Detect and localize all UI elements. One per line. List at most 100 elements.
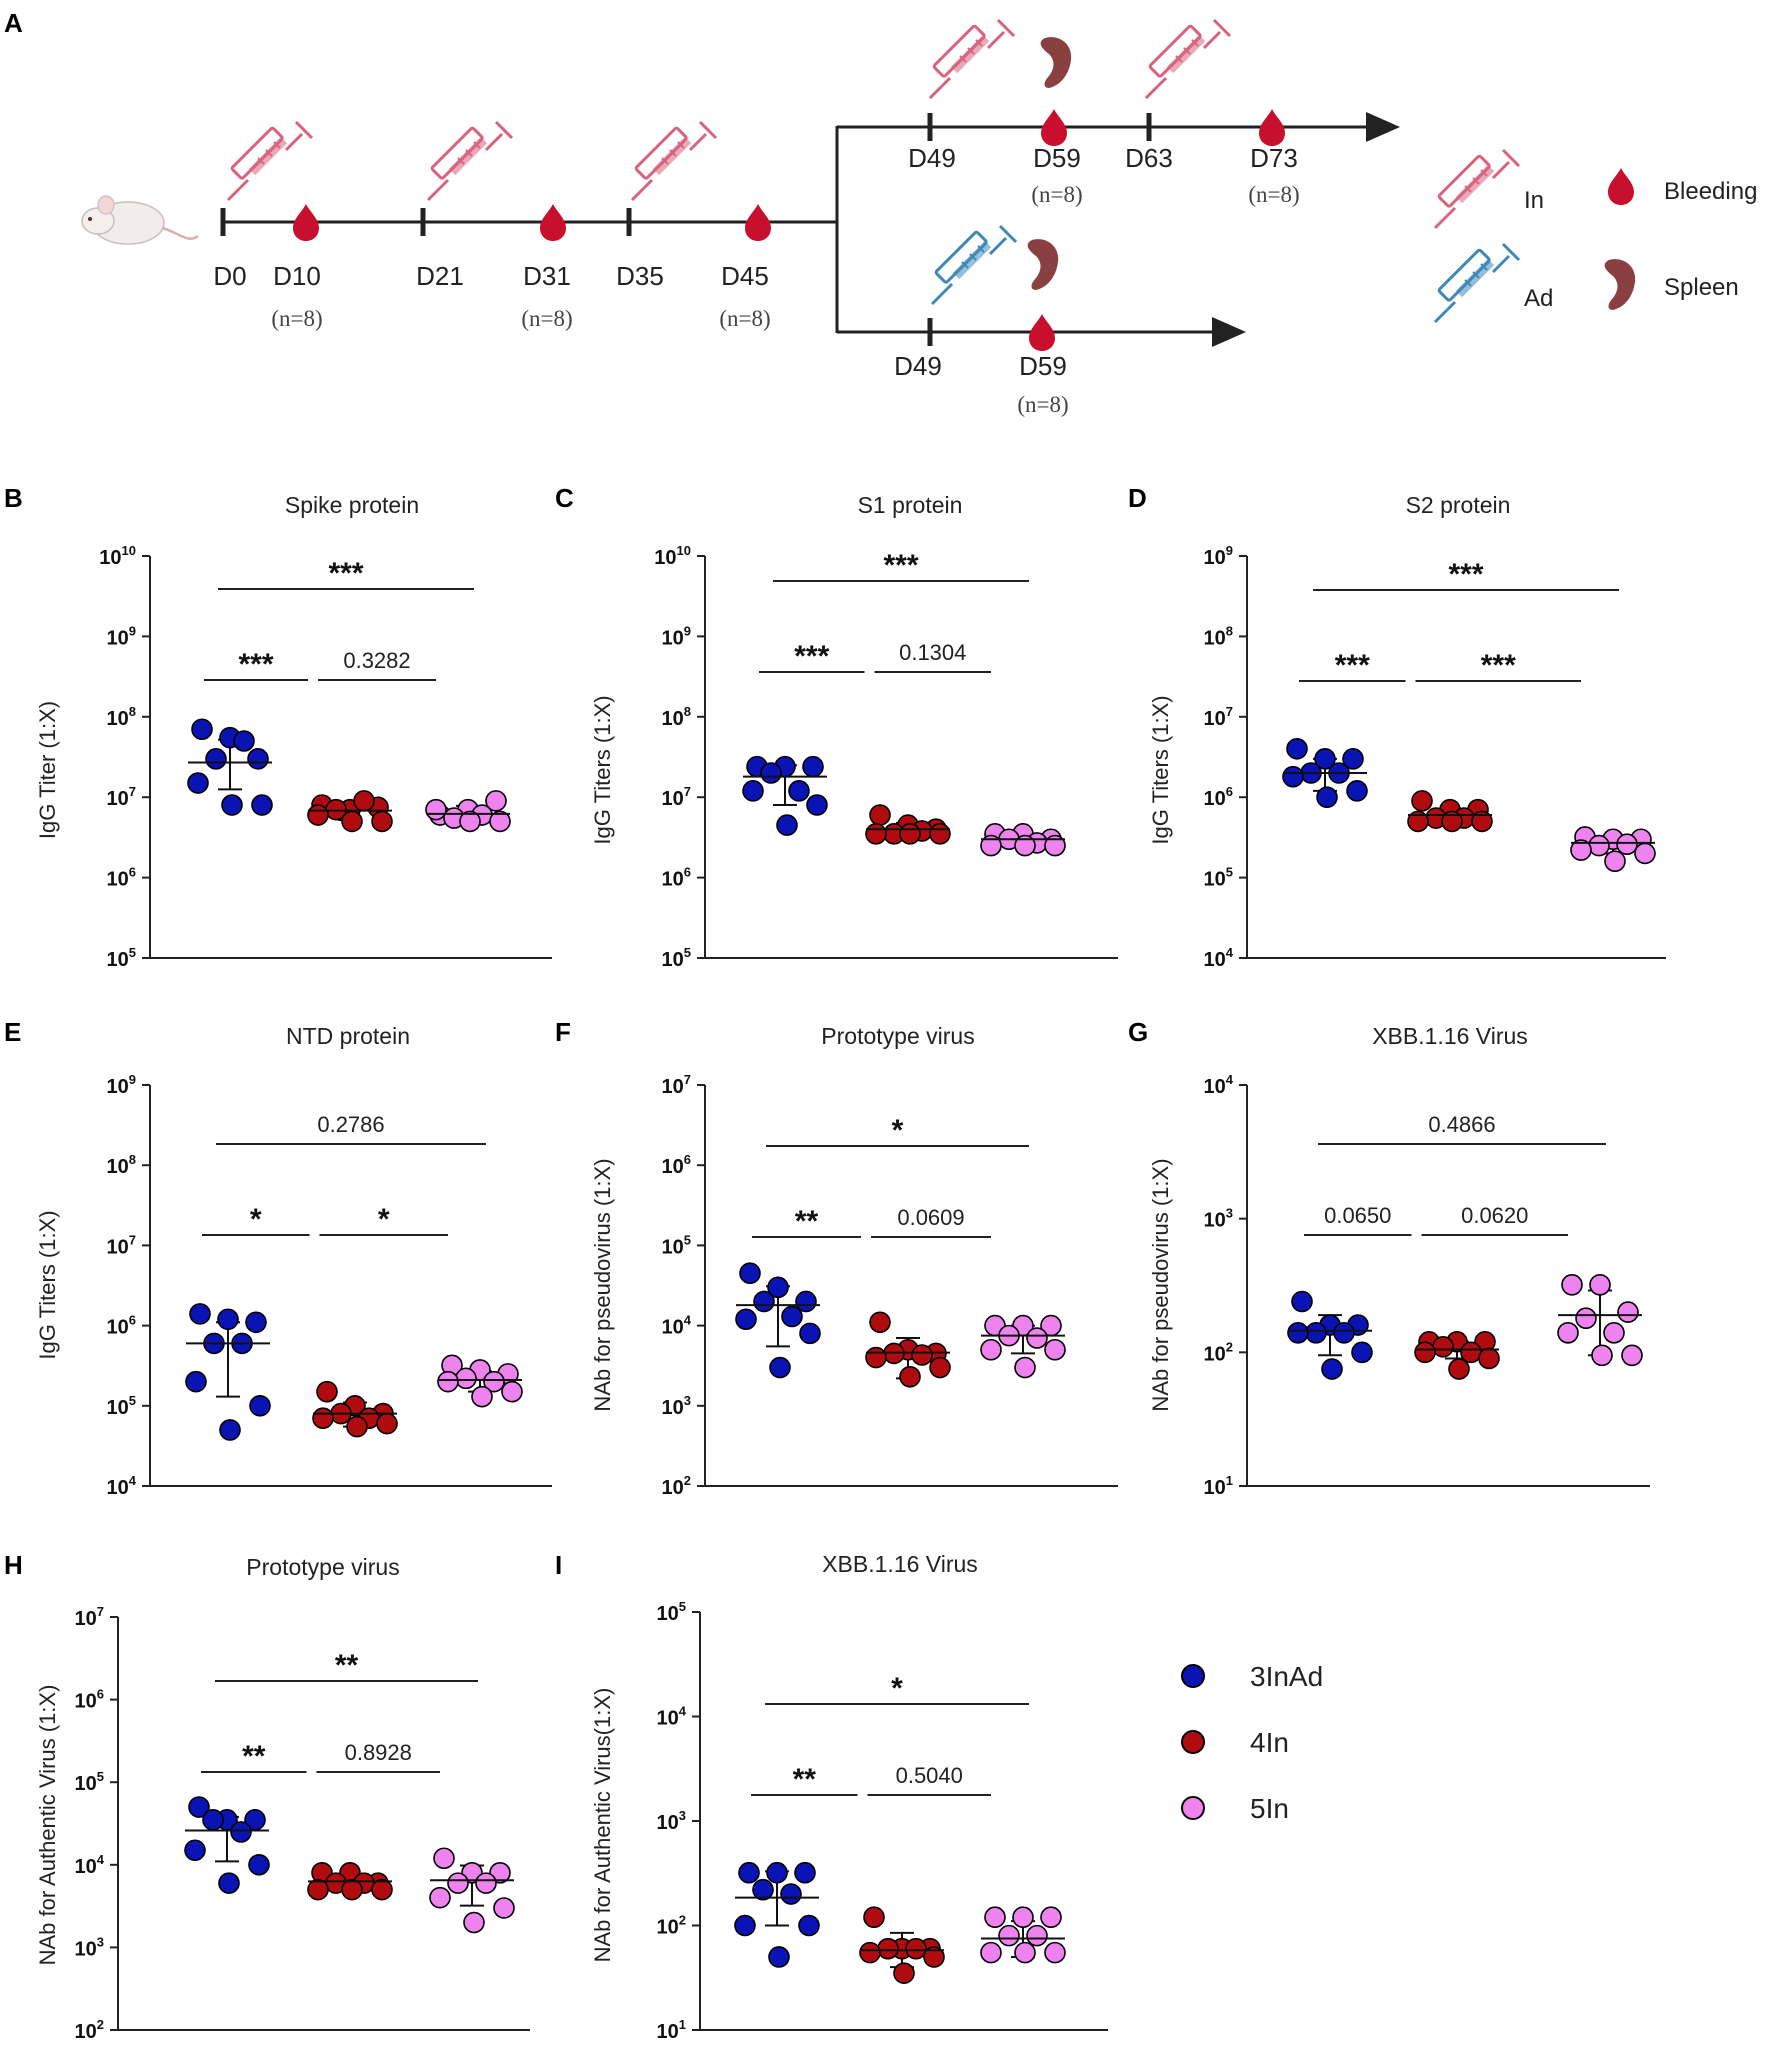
data-point — [738, 1861, 760, 1884]
y-axis-label: NAb for Authentic Virus(1:X) — [590, 1688, 615, 1963]
y-tick-label: 101 — [657, 2017, 686, 2043]
bleeding-icon — [540, 204, 566, 241]
y-tick-label: 103 — [662, 1393, 691, 1419]
data-point — [221, 794, 243, 816]
data-point — [1570, 839, 1592, 861]
data-point — [1575, 1307, 1597, 1330]
data-point — [905, 1937, 927, 1960]
y-axis-label: NAb for pseudovirus (1:X) — [1148, 1158, 1173, 1411]
legend-marker-5in — [1181, 1796, 1205, 1820]
data-point — [1333, 1322, 1355, 1344]
syringe-ad-icon — [932, 226, 1016, 304]
data-point — [376, 1412, 398, 1435]
chart-panel-h: H Prototype virus 102 103 104 105 106 107 NAb fo… — [4, 1550, 530, 2043]
data-point — [341, 810, 363, 833]
data-point — [459, 810, 481, 833]
data-point — [1014, 834, 1036, 857]
data-point — [312, 1407, 334, 1430]
spleen-icon — [1027, 239, 1059, 290]
data-point — [219, 1419, 241, 1441]
day-label: D35 — [616, 261, 664, 291]
chart-title: Spike protein — [285, 492, 419, 518]
comparison-label: ** — [795, 1205, 819, 1238]
data-point — [1411, 790, 1433, 812]
data-point — [753, 1290, 775, 1313]
y-tick-label: 107 — [107, 784, 136, 810]
data-point — [1014, 1356, 1036, 1379]
lower-arrowhead — [1212, 317, 1246, 347]
y-tick-label: 104 — [107, 1473, 137, 1499]
n-label: (n=8) — [271, 306, 322, 331]
data-point — [489, 810, 511, 833]
data-point — [1287, 1322, 1309, 1344]
group-legend: 3InAd 4In 5In — [1181, 1661, 1323, 1824]
bleeding-icon — [1029, 314, 1055, 351]
data-point — [1014, 1941, 1036, 1964]
data-point — [869, 1311, 891, 1334]
legend-syringe-ad-icon — [1435, 244, 1519, 322]
data-point — [189, 1303, 211, 1325]
syringe-in-icon — [228, 122, 312, 200]
panel-label: B — [4, 483, 23, 513]
data-point — [185, 1370, 207, 1393]
data-point — [1591, 1344, 1613, 1367]
y-tick-label: 106 — [75, 1687, 104, 1713]
comparison-label: *** — [1481, 649, 1516, 682]
data-point — [463, 1911, 485, 1934]
syringe-in-icon — [632, 122, 716, 200]
legend-marker-3inad — [1181, 1664, 1205, 1688]
y-axis-label: NAb for pseudovirus (1:X) — [590, 1158, 615, 1411]
data-point — [1316, 786, 1338, 809]
y-tick-label: 1010 — [99, 543, 136, 569]
panel-label: C — [555, 483, 574, 513]
upper-arrowhead — [1366, 112, 1400, 142]
data-point — [795, 1290, 817, 1313]
data-point — [865, 823, 887, 845]
data-point — [1012, 1906, 1034, 1929]
data-point — [353, 790, 375, 812]
day-label: D45 — [721, 261, 769, 291]
y-axis-label: IgG Titers (1:X) — [35, 1210, 60, 1359]
data-point — [1441, 810, 1463, 833]
comparison-label: 0.0650 — [1324, 1203, 1391, 1228]
day-label: D0 — [213, 261, 246, 291]
y-tick-label: 102 — [1204, 1339, 1233, 1365]
y-tick-label: 109 — [1204, 543, 1233, 569]
y-tick-label: 104 — [657, 1704, 687, 1730]
syringe-in-icon — [1146, 20, 1230, 98]
comparison-label: * — [892, 1114, 904, 1147]
comparison-label: *** — [238, 648, 273, 681]
data-point — [187, 772, 209, 794]
chart-panel-c: C S1 protein 105 106 107 108 109 1010 IgG Titers… — [555, 483, 1118, 971]
legend-spleen-label: Spleen — [1664, 274, 1739, 301]
legend-in-label: In — [1524, 187, 1544, 214]
panel-a-timeline: A — [4, 8, 1757, 417]
chart-title: Prototype virus — [821, 1023, 974, 1049]
data-point — [735, 1308, 757, 1331]
y-tick-label: 107 — [1204, 704, 1233, 730]
prime-day-labels: D0 D10 (n=8) D21 D31 (n=8) D35 D45 (n=8) — [213, 261, 770, 331]
y-tick-label: 105 — [662, 945, 691, 971]
data-point — [493, 1897, 515, 1919]
data-point — [184, 1839, 206, 1862]
y-tick-label: 102 — [75, 2017, 104, 2043]
panel-label: I — [555, 1550, 562, 1580]
legend-ad-label: Ad — [1524, 285, 1553, 312]
data-point — [188, 1796, 210, 1818]
syringe-in-icon — [930, 20, 1014, 98]
legend-spleen-icon — [1604, 259, 1636, 310]
comparison-label: *** — [1335, 649, 1370, 682]
panel-label-a: A — [4, 8, 23, 38]
data-point — [1617, 1301, 1639, 1323]
comparison-label: *** — [794, 640, 829, 673]
y-tick-label: 104 — [75, 1852, 105, 1878]
comparison-label: 0.8928 — [345, 1740, 412, 1765]
data-point — [1305, 1322, 1327, 1344]
y-tick-label: 105 — [75, 1769, 104, 1795]
y-tick-label: 109 — [107, 1072, 136, 1098]
data-point — [767, 1276, 789, 1299]
data-point — [799, 1322, 821, 1345]
data-point — [1589, 1274, 1611, 1296]
chart-panel-i: I XBB.1.16 Virus 101 102 103 104 105 NAb for Au… — [555, 1550, 1108, 2043]
day-label: D73 — [1250, 143, 1298, 173]
